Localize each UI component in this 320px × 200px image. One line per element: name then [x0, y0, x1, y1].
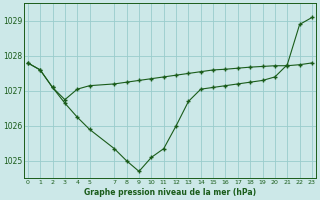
X-axis label: Graphe pression niveau de la mer (hPa): Graphe pression niveau de la mer (hPa): [84, 188, 256, 197]
